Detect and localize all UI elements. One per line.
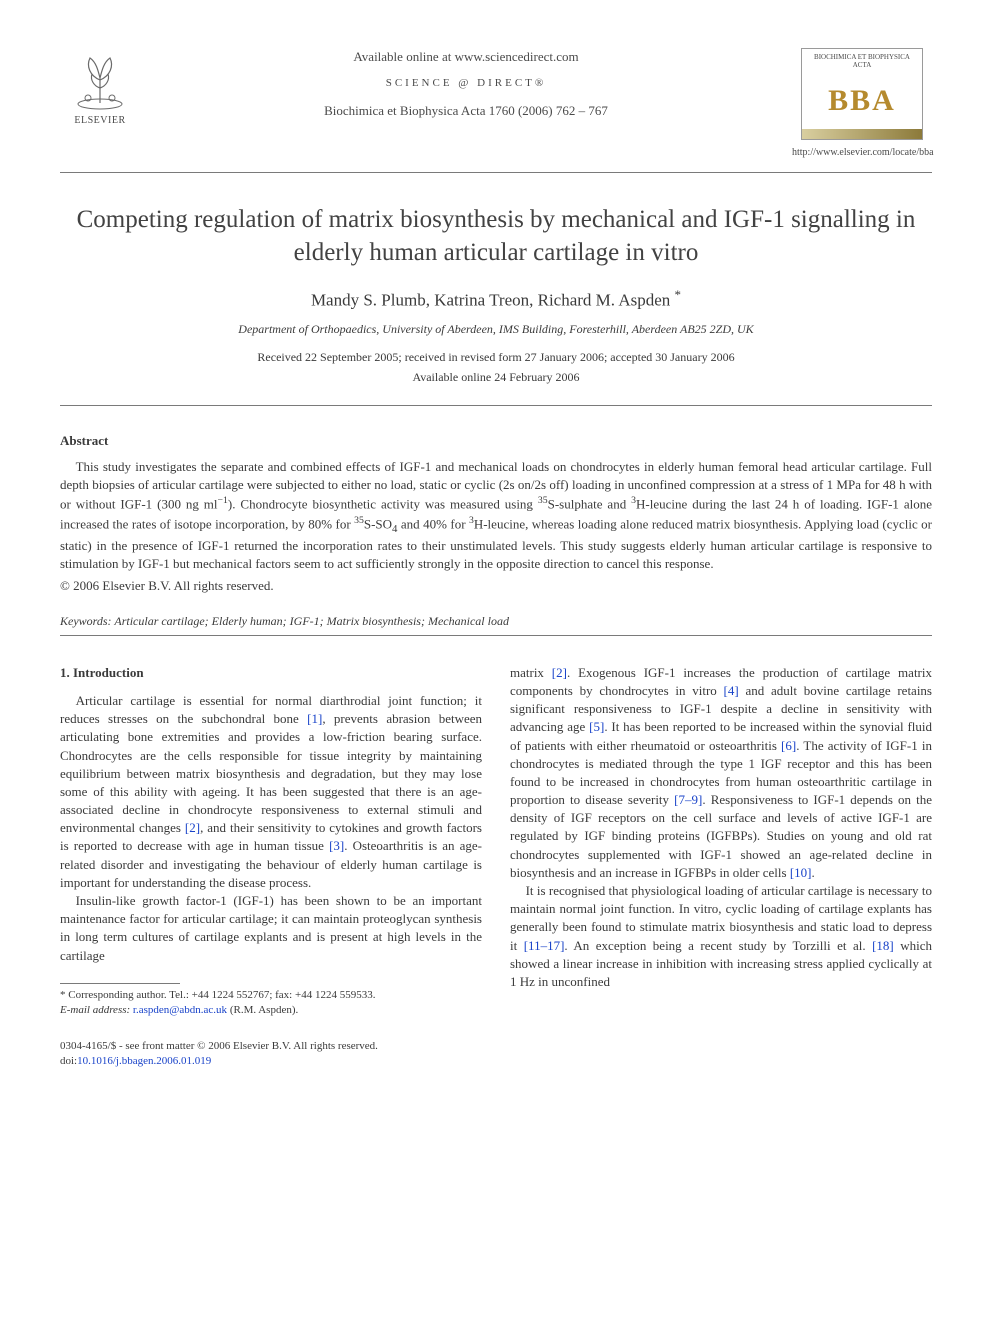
page-header: ELSEVIER Available online at www.science… bbox=[60, 48, 932, 160]
article-title: Competing regulation of matrix biosynthe… bbox=[60, 203, 932, 271]
copyright-line: © 2006 Elsevier B.V. All rights reserved… bbox=[60, 577, 932, 595]
journal-cover-logo: BIOCHIMICA ET BIOPHYSICA ACTA BBA http:/… bbox=[792, 48, 932, 160]
body-paragraph: It is recognised that physiological load… bbox=[510, 882, 932, 991]
authors-line: Mandy S. Plumb, Katrina Treon, Richard M… bbox=[60, 286, 932, 313]
body-paragraph: Insulin-like growth factor-1 (IGF-1) has… bbox=[60, 892, 482, 965]
citation-link[interactable]: [5] bbox=[589, 719, 604, 734]
corresponding-marker: * bbox=[675, 287, 682, 302]
body-columns: 1. Introduction Articular cartilage is e… bbox=[60, 664, 932, 1018]
journal-citation: Biochimica et Biophysica Acta 1760 (2006… bbox=[152, 102, 780, 120]
citation-link[interactable]: [1] bbox=[307, 711, 322, 726]
bba-acronym: BBA bbox=[802, 73, 922, 129]
citation-link[interactable]: [7–9] bbox=[674, 792, 702, 807]
corresponding-footnote: * Corresponding author. Tel.: +44 1224 5… bbox=[60, 988, 482, 1018]
rule bbox=[60, 405, 932, 406]
citation-link[interactable]: [2] bbox=[552, 665, 567, 680]
elsevier-tree-icon bbox=[68, 48, 132, 112]
keywords-label: Keywords: bbox=[60, 614, 112, 628]
received-dates: Received 22 September 2005; received in … bbox=[60, 349, 932, 365]
corr-author-line: * Corresponding author. Tel.: +44 1224 5… bbox=[60, 988, 482, 1003]
body-paragraph: matrix [2]. Exogenous IGF-1 increases th… bbox=[510, 664, 932, 882]
right-column: matrix [2]. Exogenous IGF-1 increases th… bbox=[510, 664, 932, 1018]
doi-link[interactable]: 10.1016/j.bbagen.2006.01.019 bbox=[77, 1055, 211, 1067]
available-online-text: Available online at www.sciencedirect.co… bbox=[152, 48, 780, 66]
intro-heading: 1. Introduction bbox=[60, 664, 482, 682]
elsevier-logo: ELSEVIER bbox=[60, 48, 140, 138]
available-online-date: Available online 24 February 2006 bbox=[60, 369, 932, 385]
bba-fullname: BIOCHIMICA ET BIOPHYSICA ACTA bbox=[802, 49, 922, 73]
citation-link[interactable]: [3] bbox=[329, 838, 344, 853]
abstract-heading: Abstract bbox=[60, 432, 932, 450]
citation-link[interactable]: [6] bbox=[781, 738, 796, 753]
rule bbox=[60, 635, 932, 636]
citation-link[interactable]: [10] bbox=[790, 865, 812, 880]
keywords-line: Keywords: Articular cartilage; Elderly h… bbox=[60, 613, 932, 629]
sciencedirect-logo: SCIENCE @ DIRECT® bbox=[152, 74, 780, 91]
citation-link[interactable]: [2] bbox=[185, 820, 200, 835]
citation-link[interactable]: [11–17] bbox=[524, 938, 565, 953]
citation-link[interactable]: [18] bbox=[872, 938, 894, 953]
affiliation: Department of Orthopaedics, University o… bbox=[60, 321, 932, 337]
elsevier-label: ELSEVIER bbox=[74, 114, 125, 128]
authors-text: Mandy S. Plumb, Katrina Treon, Richard M… bbox=[311, 291, 675, 310]
footnote-rule bbox=[60, 983, 180, 984]
keywords-value: Articular cartilage; Elderly human; IGF-… bbox=[114, 614, 509, 628]
abstract-body: This study investigates the separate and… bbox=[60, 458, 932, 573]
email-link[interactable]: r.aspden@abdn.ac.uk bbox=[133, 1004, 227, 1016]
citation-link[interactable]: [4] bbox=[724, 683, 739, 698]
email-person: (R.M. Aspden). bbox=[230, 1004, 298, 1016]
journal-url: http://www.elsevier.com/locate/bba bbox=[792, 146, 932, 160]
front-matter-footer: 0304-4165/$ - see front matter © 2006 El… bbox=[60, 1039, 932, 1069]
abstract-text: This study investigates the separate and… bbox=[60, 458, 932, 573]
left-column: 1. Introduction Articular cartilage is e… bbox=[60, 664, 482, 1018]
header-rule bbox=[60, 172, 932, 173]
header-center: Available online at www.sciencedirect.co… bbox=[140, 48, 792, 120]
body-paragraph: Articular cartilage is essential for nor… bbox=[60, 692, 482, 892]
doi-label: doi: bbox=[60, 1055, 77, 1067]
email-label: E-mail address: bbox=[60, 1004, 130, 1016]
sciencedirect-text: SCIENCE @ DIRECT® bbox=[386, 77, 547, 89]
issn-line: 0304-4165/$ - see front matter © 2006 El… bbox=[60, 1039, 932, 1054]
